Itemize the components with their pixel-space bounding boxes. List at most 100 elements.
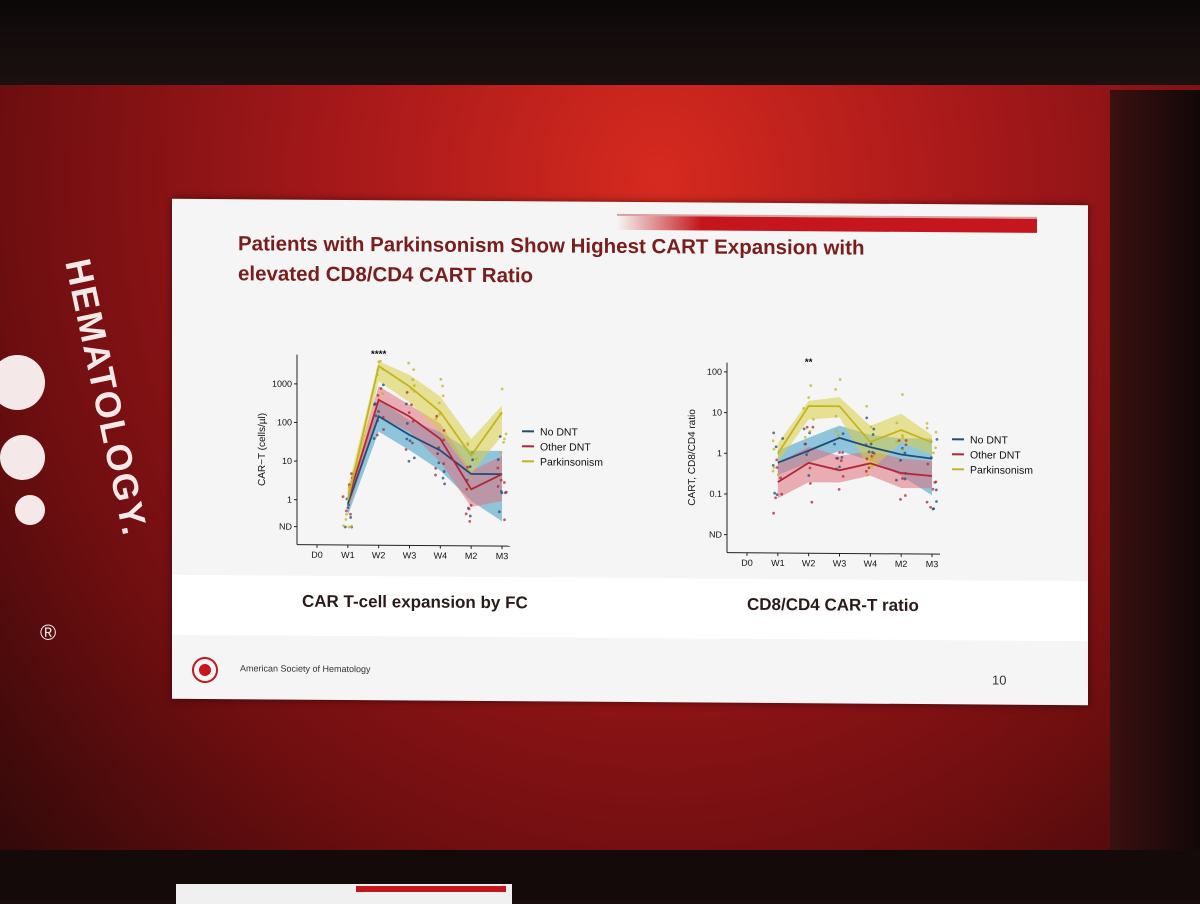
data-point — [435, 415, 438, 418]
data-point — [838, 466, 841, 469]
data-point — [475, 458, 478, 461]
ash-logo-icon — [192, 657, 218, 683]
data-point — [838, 451, 841, 454]
data-point — [344, 518, 347, 521]
data-point — [835, 430, 838, 433]
data-point — [810, 501, 813, 504]
data-point — [496, 467, 499, 470]
data-point — [775, 458, 778, 461]
data-point — [438, 402, 441, 405]
data-point — [775, 445, 778, 448]
x-tick-label: W3 — [833, 558, 846, 568]
data-point — [838, 488, 841, 491]
data-point — [833, 443, 836, 446]
y-tick-label: ND — [279, 522, 292, 532]
data-point — [895, 479, 898, 482]
data-point — [901, 393, 904, 396]
data-point — [434, 467, 437, 470]
data-point — [936, 438, 939, 441]
data-point — [932, 451, 935, 454]
data-point — [382, 428, 385, 431]
data-point — [408, 460, 411, 463]
data-point — [349, 516, 352, 519]
data-point — [842, 432, 845, 435]
data-point — [407, 362, 410, 365]
data-point — [443, 470, 446, 473]
data-point — [866, 474, 869, 477]
data-point — [381, 392, 384, 395]
data-point — [382, 383, 385, 386]
y-tick-label: 100 — [277, 417, 292, 427]
data-point — [501, 388, 504, 391]
data-point — [436, 452, 439, 455]
registered-mark: ® — [40, 620, 56, 646]
data-point — [904, 478, 907, 481]
data-point — [872, 454, 875, 457]
data-point — [345, 513, 348, 516]
legend-label: Parkinsonism — [970, 464, 1033, 476]
data-point — [471, 458, 474, 461]
significance-annotation: ** — [805, 357, 813, 368]
data-point — [405, 448, 408, 451]
x-tick-label: M3 — [926, 559, 939, 569]
data-point — [836, 457, 839, 460]
data-point — [345, 510, 348, 513]
data-point — [466, 466, 469, 469]
data-point — [466, 442, 469, 445]
legend-label: No DNT — [970, 434, 1009, 446]
x-tick-label: W3 — [403, 550, 416, 560]
data-point — [469, 465, 472, 468]
data-point — [772, 512, 775, 515]
y-tick-label: ND — [709, 530, 722, 540]
data-point — [772, 439, 775, 442]
data-point — [376, 434, 379, 437]
caption-left: CAR T-cell expansion by FC — [302, 592, 528, 614]
data-point — [807, 474, 810, 477]
data-point — [441, 385, 444, 388]
x-axis-line — [727, 553, 940, 554]
y-tick-label: 1 — [287, 495, 292, 505]
data-point — [777, 474, 780, 477]
data-point — [899, 498, 902, 501]
data-point — [926, 501, 929, 504]
data-point — [895, 421, 898, 424]
data-point — [901, 477, 904, 480]
data-point — [935, 500, 938, 503]
data-point — [377, 394, 380, 397]
legend-label: No DNT — [540, 426, 579, 438]
data-point — [435, 417, 438, 420]
x-tick-label: D0 — [741, 558, 753, 568]
data-point — [869, 426, 872, 429]
data-point — [499, 435, 502, 438]
y-tick-label: 1 — [717, 448, 722, 458]
data-point — [902, 448, 905, 451]
y-tick-label: 10 — [282, 456, 292, 466]
data-point — [442, 394, 445, 397]
data-point — [842, 475, 845, 478]
data-point — [901, 436, 904, 439]
data-point — [350, 525, 353, 528]
y-axis-label: CAR−T (cells/µl) — [257, 413, 268, 486]
data-point — [780, 493, 783, 496]
y-tick-label: 1000 — [272, 379, 292, 389]
data-point — [926, 422, 929, 425]
data-point — [905, 439, 908, 442]
significance-annotation: **** — [371, 349, 387, 360]
data-point — [408, 411, 411, 414]
data-point — [776, 466, 779, 469]
data-point — [468, 520, 471, 523]
data-point — [840, 459, 843, 462]
data-point — [932, 507, 935, 510]
data-point — [373, 437, 376, 440]
data-point — [809, 384, 812, 387]
data-point — [837, 434, 840, 437]
data-point — [346, 506, 349, 509]
data-point — [505, 491, 508, 494]
data-point — [841, 451, 844, 454]
data-point — [465, 488, 468, 491]
data-point — [442, 462, 445, 465]
title-line-2: elevated CD8/CD4 CART Ratio — [238, 259, 1018, 294]
data-point — [934, 480, 937, 483]
